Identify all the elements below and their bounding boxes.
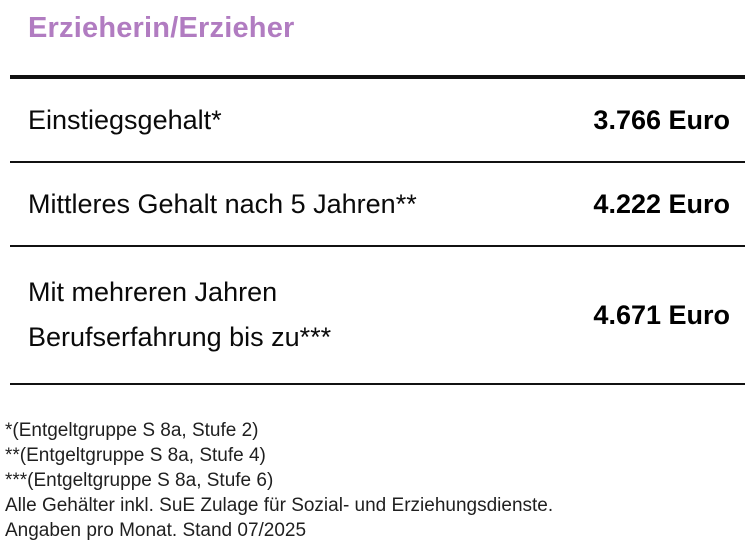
row-label-berufserfahrung: Mit mehreren Jahren Berufserfahrung bis … (28, 277, 332, 352)
page-title: Erzieherin/Erzieher (28, 12, 295, 44)
table-row: Einstiegsgehalt* 3.766 Euro (10, 79, 745, 163)
row-label-einstiegsgehalt: Einstiegsgehalt* (28, 104, 222, 135)
salary-table: Einstiegsgehalt* 3.766 Euro Mittleres Ge… (10, 75, 745, 385)
row-label-mittleres-gehalt: Mittleres Gehalt nach 5 Jahren** (28, 188, 417, 219)
row-value-einstiegsgehalt: 3.766 Euro (593, 104, 730, 135)
footnote-line: ***(Entgeltgruppe S 8a, Stufe 6) (5, 470, 274, 491)
footnote-line: Angaben pro Monat. Stand 07/2025 (5, 520, 307, 541)
row-value-mittleres-gehalt: 4.222 Euro (593, 188, 730, 219)
footnotes: *(Entgeltgruppe S 8a, Stufe 2) **(Entgel… (5, 418, 553, 543)
footnote-line: Alle Gehälter inkl. SuE Zulage für Sozia… (5, 495, 554, 516)
header-divider (10, 75, 745, 79)
table-row: Mit mehreren Jahren Berufserfahrung bis … (10, 247, 745, 385)
row-value-berufserfahrung: 4.671 Euro (593, 299, 730, 330)
footnote-line: *(Entgeltgruppe S 8a, Stufe 2) (5, 420, 259, 441)
table-row: Mittleres Gehalt nach 5 Jahren** 4.222 E… (10, 163, 745, 247)
footnote-line: **(Entgeltgruppe S 8a, Stufe 4) (5, 445, 266, 466)
